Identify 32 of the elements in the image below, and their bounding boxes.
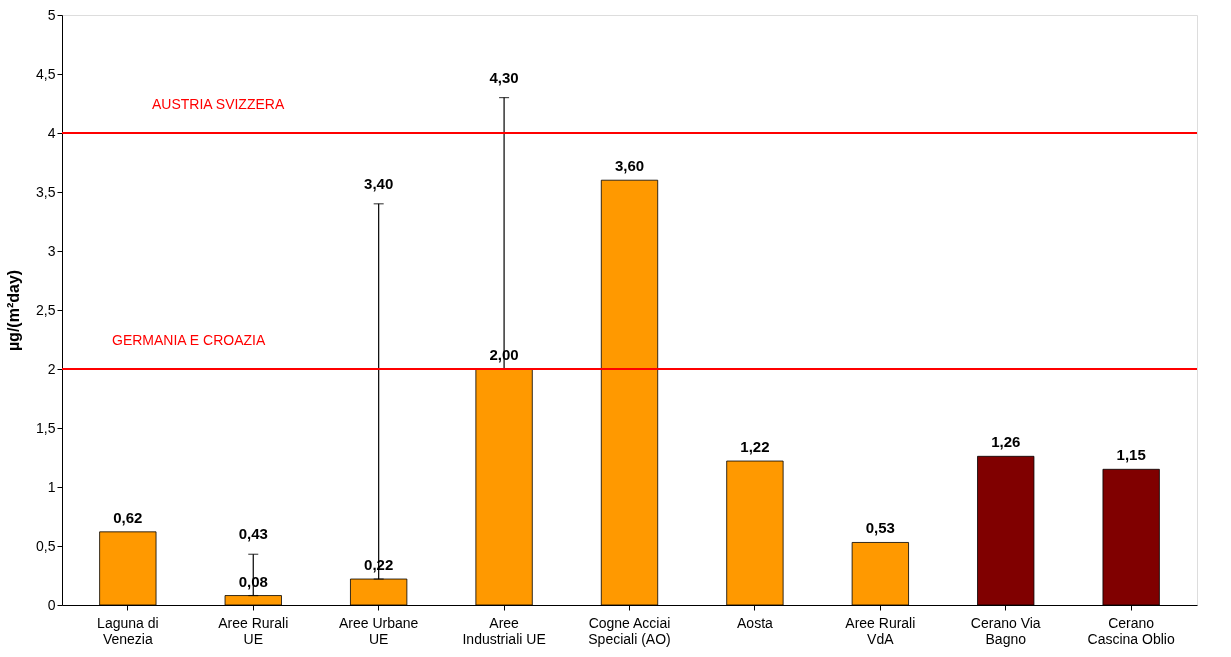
annotation: 3,40: [364, 174, 394, 192]
x-tick-label: Aree Rurali VdA: [845, 614, 916, 647]
ref-line-label: AUSTRIA SVIZZERA: [152, 96, 285, 112]
x-tick-label: Cogne Acciai Speciali (AO): [588, 614, 671, 647]
y-axis-title: µg/(m²day): [5, 269, 23, 352]
x-tick-label: Cerano Cascina Oblio: [1087, 614, 1175, 647]
y-tick-label: 2: [47, 360, 56, 377]
y-tick-label: 0,5: [36, 537, 56, 554]
y-tick-label: 2,5: [36, 301, 56, 318]
x-tick-label: Aree Rurali UE: [218, 614, 289, 647]
y-tick-label: 0: [47, 596, 56, 613]
y-tick-label: 3,5: [36, 183, 56, 200]
data-label: 1,26: [991, 433, 1021, 451]
data-label: 3,60: [614, 157, 645, 175]
ref-line-label: GERMANIA E CROAZIA: [112, 332, 266, 348]
annotation: 4,30: [489, 68, 519, 86]
data-label: 1,22: [740, 438, 770, 456]
y-tick-label: 5: [47, 6, 56, 23]
x-tick-label: Aree Urbane UE: [338, 614, 419, 647]
annotation: 0,43: [238, 525, 268, 543]
data-label: 0,53: [865, 519, 895, 537]
x-tick-label: Laguna di Venezia: [97, 614, 159, 647]
y-tick-label: 1: [47, 478, 56, 495]
y-tick-label: 4: [47, 124, 56, 141]
y-tick-label: 1,5: [36, 419, 56, 436]
y-tick-label: 3: [47, 242, 56, 259]
x-tick-label: Aosta: [737, 614, 774, 631]
x-tick-label: Cerano Via Bagno: [970, 614, 1041, 647]
y-tick-label: 4,5: [36, 65, 56, 82]
x-tick-label: Aree Industriali UE: [462, 614, 546, 647]
data-label: 0,62: [113, 508, 143, 526]
data-label: 1,15: [1116, 446, 1146, 464]
